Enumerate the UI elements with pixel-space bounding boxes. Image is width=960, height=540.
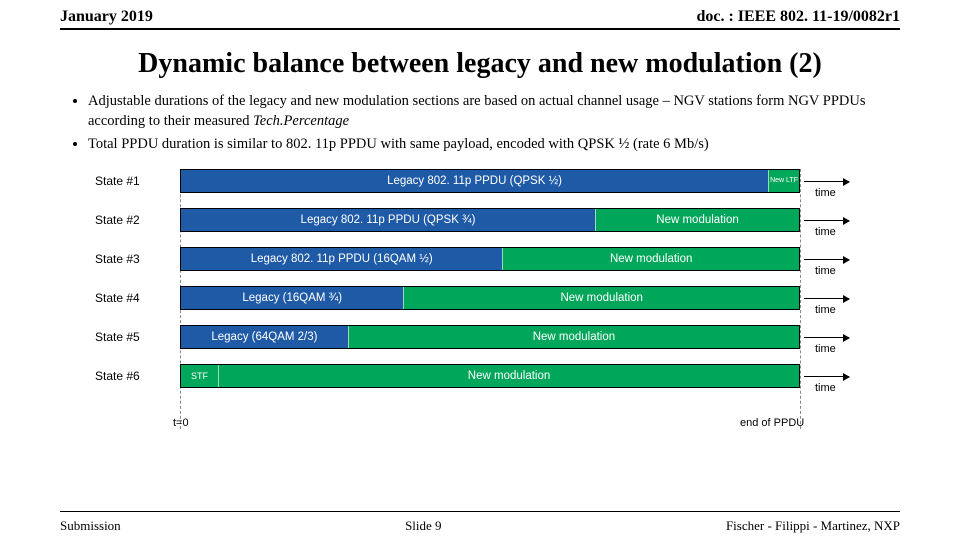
legacy-segment: Legacy 802. 11p PPDU (16QAM ½) <box>181 248 502 270</box>
time-arrow <box>804 298 849 299</box>
ppdu-bar: Legacy 802. 11p PPDU (16QAM ½)New modula… <box>180 247 800 271</box>
ppdu-row: State #4Legacy (16QAM ¾)New modulationti… <box>60 286 900 310</box>
new-modulation-segment: New modulation <box>218 365 799 387</box>
t0-label: t=0 <box>173 417 189 429</box>
footer-rule <box>60 511 900 512</box>
legacy-segment: Legacy (16QAM ¾) <box>181 287 403 309</box>
time-arrow <box>804 376 849 377</box>
ppdu-bar: Legacy (64QAM 2/3)New modulation <box>180 325 800 349</box>
new-modulation-segment: New modulation <box>595 209 799 231</box>
time-label: time <box>815 343 836 355</box>
time-arrow <box>804 337 849 338</box>
legacy-segment: Legacy 802. 11p PPDU (QPSK ¾) <box>181 209 595 231</box>
ppdu-row: State #2 Legacy 802. 11p PPDU (QPSK ¾)New… <box>60 208 900 232</box>
header-date: January 2019 <box>60 8 153 26</box>
time-label: time <box>815 265 836 277</box>
end-of-ppdu-label: end of PPDU <box>740 417 804 429</box>
legacy-segment: Legacy (64QAM 2/3) <box>181 326 348 348</box>
legacy-segment: Legacy 802. 11p PPDU (QPSK ½) <box>181 170 768 192</box>
time-arrow <box>804 259 849 260</box>
ppdu-bar: Legacy (16QAM ¾)New modulation <box>180 286 800 310</box>
new-modulation-segment: New modulation <box>348 326 799 348</box>
header-rule <box>60 28 900 30</box>
bullet-text: Adjustable durations of the legacy and n… <box>88 93 865 129</box>
bullet-item: Adjustable durations of the legacy and n… <box>88 92 900 131</box>
footer-right: Fischer - Filippi - Martinez, NXP <box>726 518 900 534</box>
time-label: time <box>815 382 836 394</box>
ppdu-bar: STFNew modulation <box>180 364 800 388</box>
ppdu-bar: Legacy 802. 11p PPDU (QPSK ¾)New modulat… <box>180 208 800 232</box>
ppdu-diagram: t=0 end of PPDU State #1 Legacy 802. 11p … <box>60 169 900 449</box>
ppdu-row: State #3 Legacy 802. 11p PPDU (16QAM ½)Ne… <box>60 247 900 271</box>
header-docref: doc. : IEEE 802. 11-19/0082r1 <box>696 8 900 26</box>
bullet-list: Adjustable durations of the legacy and n… <box>60 92 900 155</box>
state-label: State #2 <box>95 213 140 227</box>
state-label: State #3 <box>95 252 140 266</box>
ppdu-row: State #1 Legacy 802. 11p PPDU (QPSK ½)New… <box>60 169 900 193</box>
time-arrow <box>804 181 849 182</box>
time-arrow <box>804 220 849 221</box>
footer-center: Slide 9 <box>405 518 441 534</box>
header-bar: January 2019 doc. : IEEE 802. 11-19/0082… <box>0 0 960 26</box>
page-title: Dynamic balance between legacy and new m… <box>40 48 920 80</box>
footer-bar: Submission Slide 9 Fischer - Filippi - M… <box>60 518 900 534</box>
new-modulation-segment: New modulation <box>403 287 799 309</box>
time-label: time <box>815 226 836 238</box>
state-label: State #4 <box>95 291 140 305</box>
new-modulation-segment: New modulation <box>502 248 799 270</box>
state-label: State #5 <box>95 330 140 344</box>
bullet-italic: Tech.Percentage <box>253 113 349 129</box>
bullet-item: Total PPDU duration is similar to 802. 1… <box>88 135 900 155</box>
state-label: State #1 <box>95 174 140 188</box>
time-label: time <box>815 304 836 316</box>
new-ltf-segment: New LTF <box>768 170 799 192</box>
state-label: State #6 <box>95 369 140 383</box>
stf-segment: STF <box>181 365 218 387</box>
time-label: time <box>815 187 836 199</box>
footer-left: Submission <box>60 518 121 534</box>
bullet-text: Total PPDU duration is similar to 802. 1… <box>88 136 709 152</box>
ppdu-row: State #6STFNew modulationtime <box>60 364 900 388</box>
ppdu-bar: Legacy 802. 11p PPDU (QPSK ½)New LTF <box>180 169 800 193</box>
ppdu-row: State #5 Legacy (64QAM 2/3)New modulation… <box>60 325 900 349</box>
